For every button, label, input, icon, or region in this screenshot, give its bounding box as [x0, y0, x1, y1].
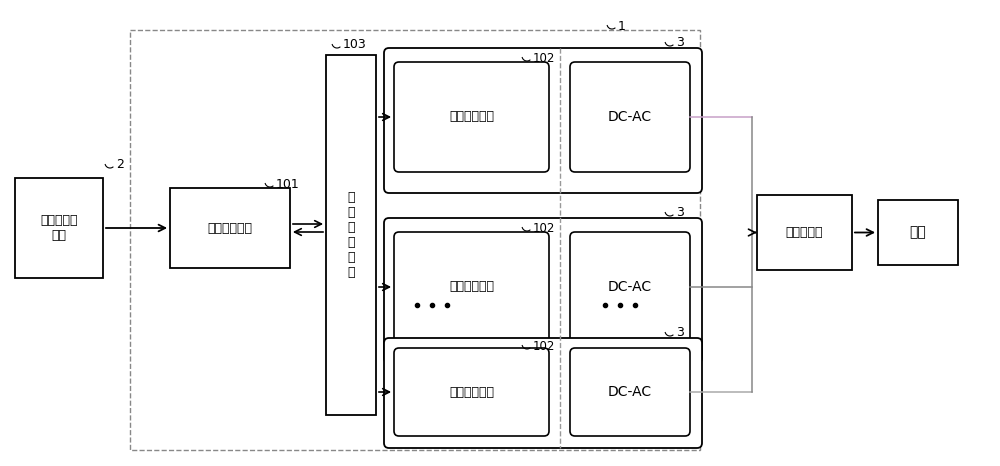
- FancyBboxPatch shape: [570, 62, 690, 172]
- FancyBboxPatch shape: [570, 232, 690, 342]
- Text: 102: 102: [533, 52, 555, 64]
- Text: DC-AC: DC-AC: [608, 280, 652, 294]
- Text: 第二控制单元: 第二控制单元: [449, 385, 494, 398]
- Text: 第一控制单元: 第一控制单元: [208, 221, 252, 234]
- Text: 102: 102: [533, 340, 555, 352]
- Bar: [15, 178, 103, 278]
- Bar: [326, 55, 376, 415]
- Bar: [757, 195, 852, 270]
- Bar: [170, 188, 290, 268]
- FancyBboxPatch shape: [394, 62, 549, 172]
- Text: 串
行
通
信
系
统: 串 行 通 信 系 统: [347, 191, 355, 279]
- Text: 隔离变压器: 隔离变压器: [786, 226, 823, 239]
- Text: 1: 1: [618, 20, 626, 33]
- Text: 3: 3: [676, 206, 684, 219]
- Text: 3: 3: [676, 36, 684, 49]
- FancyBboxPatch shape: [394, 232, 549, 342]
- Text: 电网: 电网: [910, 226, 926, 240]
- Text: 第二控制单元: 第二控制单元: [449, 281, 494, 294]
- Text: 3: 3: [676, 327, 684, 340]
- Text: DC-AC: DC-AC: [608, 385, 652, 399]
- FancyBboxPatch shape: [384, 48, 702, 193]
- Text: 2: 2: [116, 158, 124, 171]
- Text: 第二控制单元: 第二控制单元: [449, 110, 494, 123]
- FancyBboxPatch shape: [384, 218, 702, 363]
- Text: DC-AC: DC-AC: [608, 110, 652, 124]
- Bar: [130, 30, 700, 450]
- Bar: [878, 200, 958, 265]
- FancyBboxPatch shape: [384, 338, 702, 448]
- Text: 102: 102: [533, 221, 555, 234]
- Text: 101: 101: [276, 178, 300, 191]
- FancyBboxPatch shape: [570, 348, 690, 436]
- Text: 太阳能光伏
阵列: 太阳能光伏 阵列: [40, 214, 78, 242]
- Text: 103: 103: [343, 39, 367, 52]
- FancyBboxPatch shape: [394, 348, 549, 436]
